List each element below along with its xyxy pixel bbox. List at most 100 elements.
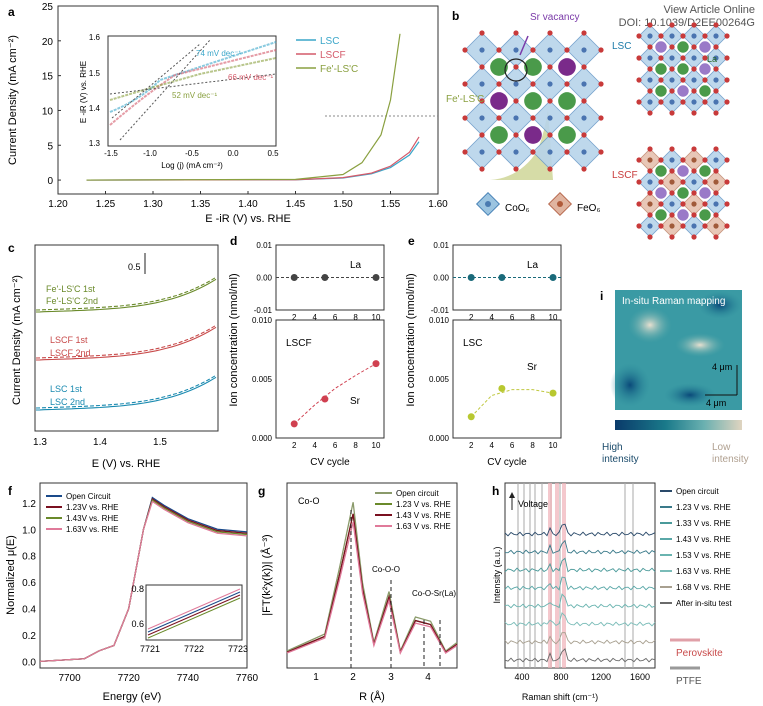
d-marks-bot-xtick: 8 bbox=[353, 441, 358, 450]
panel-h-spectrum-1 bbox=[504, 648, 656, 663]
panel-h-perovskite-band bbox=[555, 483, 559, 668]
panel-h-xtick-1600: 1600 bbox=[630, 672, 650, 682]
b-site-atom bbox=[691, 179, 697, 185]
b-site-atom bbox=[547, 47, 553, 53]
oxygen-atom bbox=[691, 168, 697, 174]
panel-a-xtick-label: 1.50 bbox=[333, 199, 353, 210]
panel-h-ylabel: Intensity (a.u.) bbox=[492, 546, 502, 603]
panel-a-xtick-label: 1.30 bbox=[143, 199, 163, 210]
panel-g-peak-co-o-sr: Co-O-Sr(La) bbox=[412, 589, 456, 598]
oxygen-atom bbox=[669, 66, 675, 72]
panel-h-ref-ptfe: PTFE bbox=[676, 676, 702, 687]
panel-g-frame bbox=[286, 482, 458, 669]
panel-f-inset-xtick-2: 7722 bbox=[184, 644, 204, 654]
panel-g-xtick-2: 2 bbox=[350, 672, 356, 683]
panel-c-curve-3-1 bbox=[35, 376, 217, 411]
panel-a-ytick-label: 5 bbox=[47, 141, 53, 152]
oxygen-atom bbox=[691, 44, 697, 50]
d-marks-top-ytick: 0.00 bbox=[256, 274, 272, 283]
panel-b: Sr vacancy Fe'-LS'C LSC LSCF La CoO₆ FeO… bbox=[446, 12, 730, 240]
panel-label-b: b bbox=[452, 9, 459, 23]
b-site-atom bbox=[691, 201, 697, 207]
e-marks-top-ytick: 0.00 bbox=[433, 274, 449, 283]
panel-h-legend-4: 1.43 V vs. RHE bbox=[676, 535, 731, 544]
oxygen-atom bbox=[598, 47, 604, 53]
panel-a-series-3 bbox=[86, 33, 401, 181]
a-site-atom bbox=[524, 58, 542, 76]
panel-a-tafel-lsc: 74 mV dec⁻¹ bbox=[196, 49, 241, 58]
panel-h-legend-3: 1.33 V vs. RHE bbox=[676, 519, 731, 528]
oxygen-atom bbox=[724, 157, 730, 163]
panel-i-high-label: High intensity bbox=[602, 442, 639, 465]
panel-a-inset-xtick-4: 0.0 bbox=[227, 149, 239, 158]
panel-a-tafel-lscf: 66 mV dec⁻¹ bbox=[228, 73, 273, 82]
d-marks-bot-ytick: 0.010 bbox=[252, 316, 273, 325]
oxygen-atom bbox=[462, 149, 468, 155]
panel-a-xtick-label: 1.20 bbox=[48, 199, 68, 210]
panel-h-perovskite-band bbox=[562, 483, 566, 668]
panel-g: R (Å) |FT(k²χ(k))| (Å⁻³) 1 2 3 4 Co-O Co… bbox=[260, 482, 458, 703]
panel-a-legend-lsc: LSC bbox=[320, 36, 339, 47]
panel-a-series bbox=[86, 33, 420, 181]
panel-h-spectrum-6 bbox=[504, 557, 656, 573]
a-site-atom bbox=[677, 165, 689, 177]
oxygen-atom bbox=[496, 81, 502, 87]
oxygen-atom bbox=[680, 33, 686, 39]
b-site-atom bbox=[713, 55, 719, 61]
b-site-atom bbox=[547, 149, 553, 155]
oxygen-atom bbox=[564, 149, 570, 155]
panel-f-xtick: 7700 bbox=[58, 673, 81, 684]
oxygen-atom bbox=[647, 234, 653, 240]
oxygen-atom bbox=[598, 115, 604, 121]
oxygen-atom bbox=[713, 44, 719, 50]
panel-i-high-1: High bbox=[602, 442, 623, 453]
oxygen-atom bbox=[636, 55, 642, 61]
panel-f-ytick: 0.6 bbox=[22, 578, 36, 589]
oxygen-atom bbox=[530, 81, 536, 87]
panel-f-ylabel: Normalized μ(E) bbox=[5, 535, 17, 615]
oxygen-atom bbox=[658, 201, 664, 207]
b-site-atom bbox=[691, 157, 697, 163]
panel-f-ytick: 1.2 bbox=[22, 499, 36, 510]
panel-d-marks: -0.01 0.00 0.01 0.000 0.005 0.010 2 2 4 4 6 6 8 8 10 10 bbox=[252, 241, 384, 450]
panel-c-legend-lscf1: LSCF 1st bbox=[50, 335, 88, 345]
panel-a-xlabel: E -iR (V) vs. RHE bbox=[205, 213, 291, 225]
panel-b-vacancy-label: Sr vacancy bbox=[530, 12, 579, 23]
oxygen-atom bbox=[680, 55, 686, 61]
panel-f-inset-line-4 bbox=[147, 588, 241, 630]
b-site-atom bbox=[647, 77, 653, 83]
a-site-atom bbox=[677, 187, 689, 199]
d-marks-bot-point bbox=[290, 420, 298, 428]
b-site-atom bbox=[547, 115, 553, 121]
panel-label-e: e bbox=[408, 234, 415, 248]
panel-a-inset-xtick-3: -0.5 bbox=[185, 149, 199, 158]
panel-i-colorbar bbox=[615, 420, 742, 430]
oxygen-atom bbox=[462, 81, 468, 87]
panel-a-xtick-label: 1.40 bbox=[238, 199, 258, 210]
panel-c-legend-lscf2: LSCF 2nd bbox=[50, 348, 91, 358]
d-marks-top-xtick: 8 bbox=[353, 313, 358, 322]
panel-f-inset-ytick-0.6: 0.6 bbox=[131, 619, 144, 629]
e-marks-bot-xtick: 6 bbox=[510, 441, 515, 450]
e-marks-bot-point bbox=[498, 384, 506, 392]
oxygen-atom bbox=[530, 115, 536, 121]
panel-a-inset-ytick-1.6: 1.6 bbox=[89, 33, 101, 42]
panel-h-arrow-label: Voltage bbox=[518, 499, 548, 509]
panel-label-i: i bbox=[600, 289, 603, 303]
b-site-atom bbox=[691, 33, 697, 39]
a-site-atom bbox=[699, 63, 711, 75]
panel-b-lscf-lattice bbox=[636, 146, 730, 240]
oxygen-atom bbox=[702, 55, 708, 61]
panel-c-legend-lsc2: LSC 2nd bbox=[50, 397, 85, 407]
panel-a-inset-xtick-2: -1.0 bbox=[143, 149, 157, 158]
b-site-atom bbox=[669, 179, 675, 185]
view-article-link[interactable]: View Article Online bbox=[663, 4, 755, 16]
oxygen-atom bbox=[724, 55, 730, 61]
a-site-atom bbox=[558, 126, 576, 144]
a-site-atom bbox=[699, 41, 711, 53]
panel-g-legend-4: 1.63 V vs. RHE bbox=[396, 522, 451, 531]
panel-f: Energy (eV) Normalized μ(E) 7700 7720 7740… bbox=[5, 482, 259, 703]
oxygen-atom bbox=[636, 33, 642, 39]
oxygen-atom bbox=[680, 201, 686, 207]
panel-e-bottom-label: Sr bbox=[527, 362, 538, 373]
